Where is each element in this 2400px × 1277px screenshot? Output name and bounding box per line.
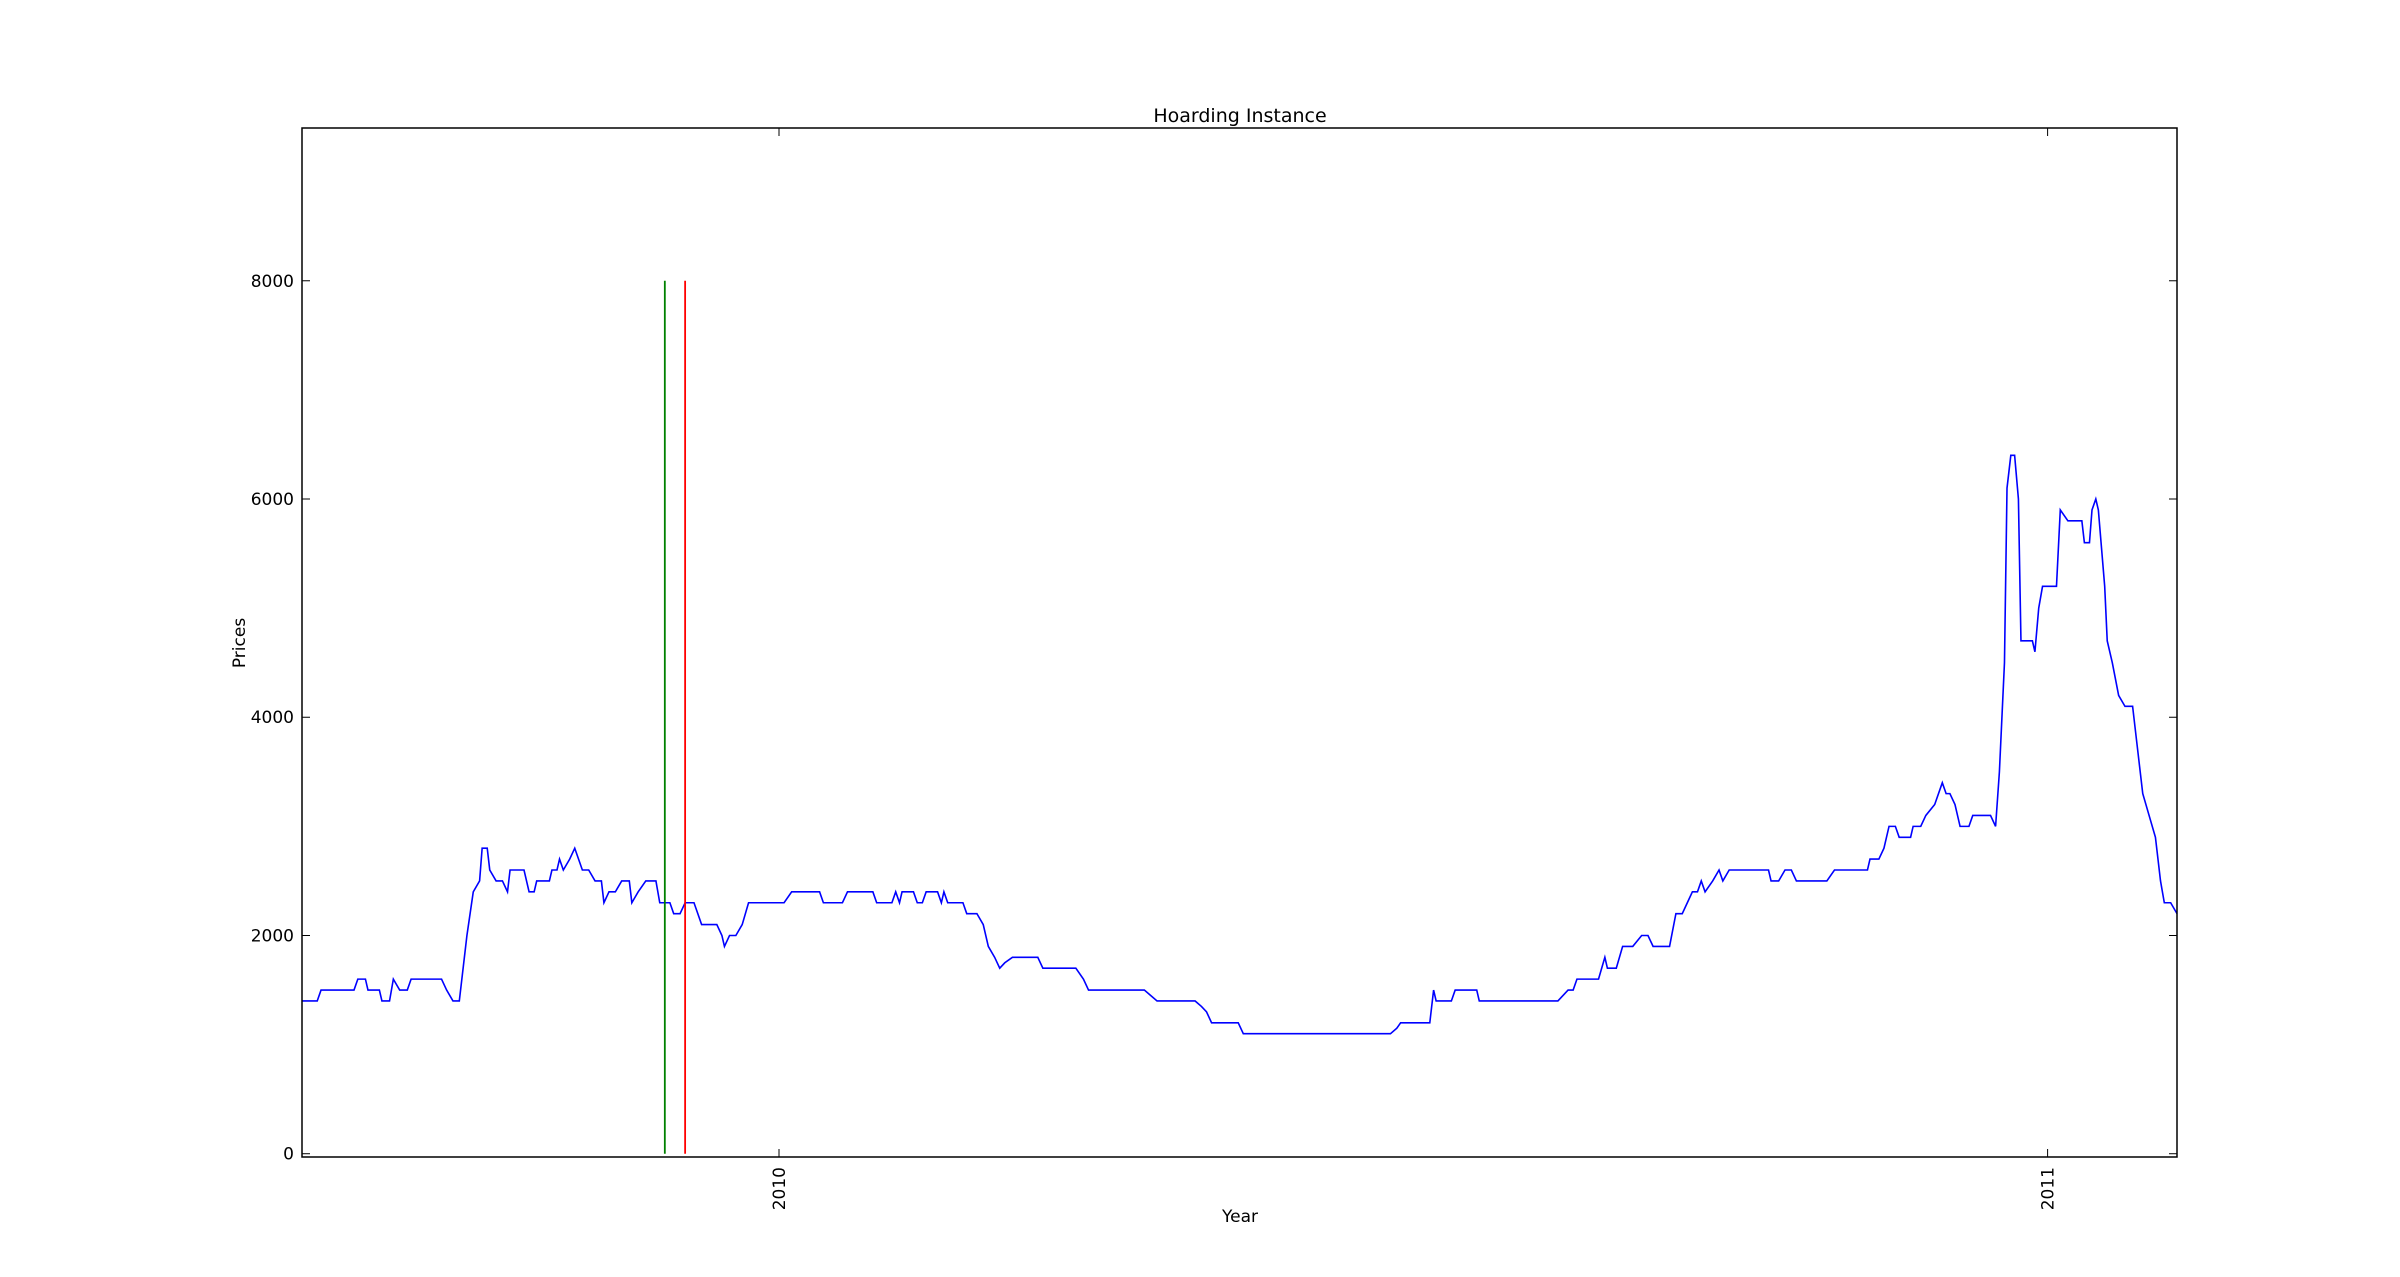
y-tick-label: 0: [283, 1145, 294, 1165]
plot-frame: [301, 127, 2178, 1158]
price-line: [302, 454, 2178, 1035]
y-tick-label: 8000: [251, 272, 294, 292]
x-tick-label: 2010: [770, 1167, 790, 1210]
x-axis-label: Year: [1221, 1207, 1258, 1227]
y-axis-label: Prices: [230, 618, 250, 668]
x-tick-label: 2011: [2039, 1167, 2059, 1210]
y-tick-label: 2000: [251, 926, 294, 946]
y-tick-label: 6000: [251, 490, 294, 510]
y-tick-label: 4000: [251, 708, 294, 728]
chart-title: Hoarding Instance: [1153, 105, 1326, 127]
